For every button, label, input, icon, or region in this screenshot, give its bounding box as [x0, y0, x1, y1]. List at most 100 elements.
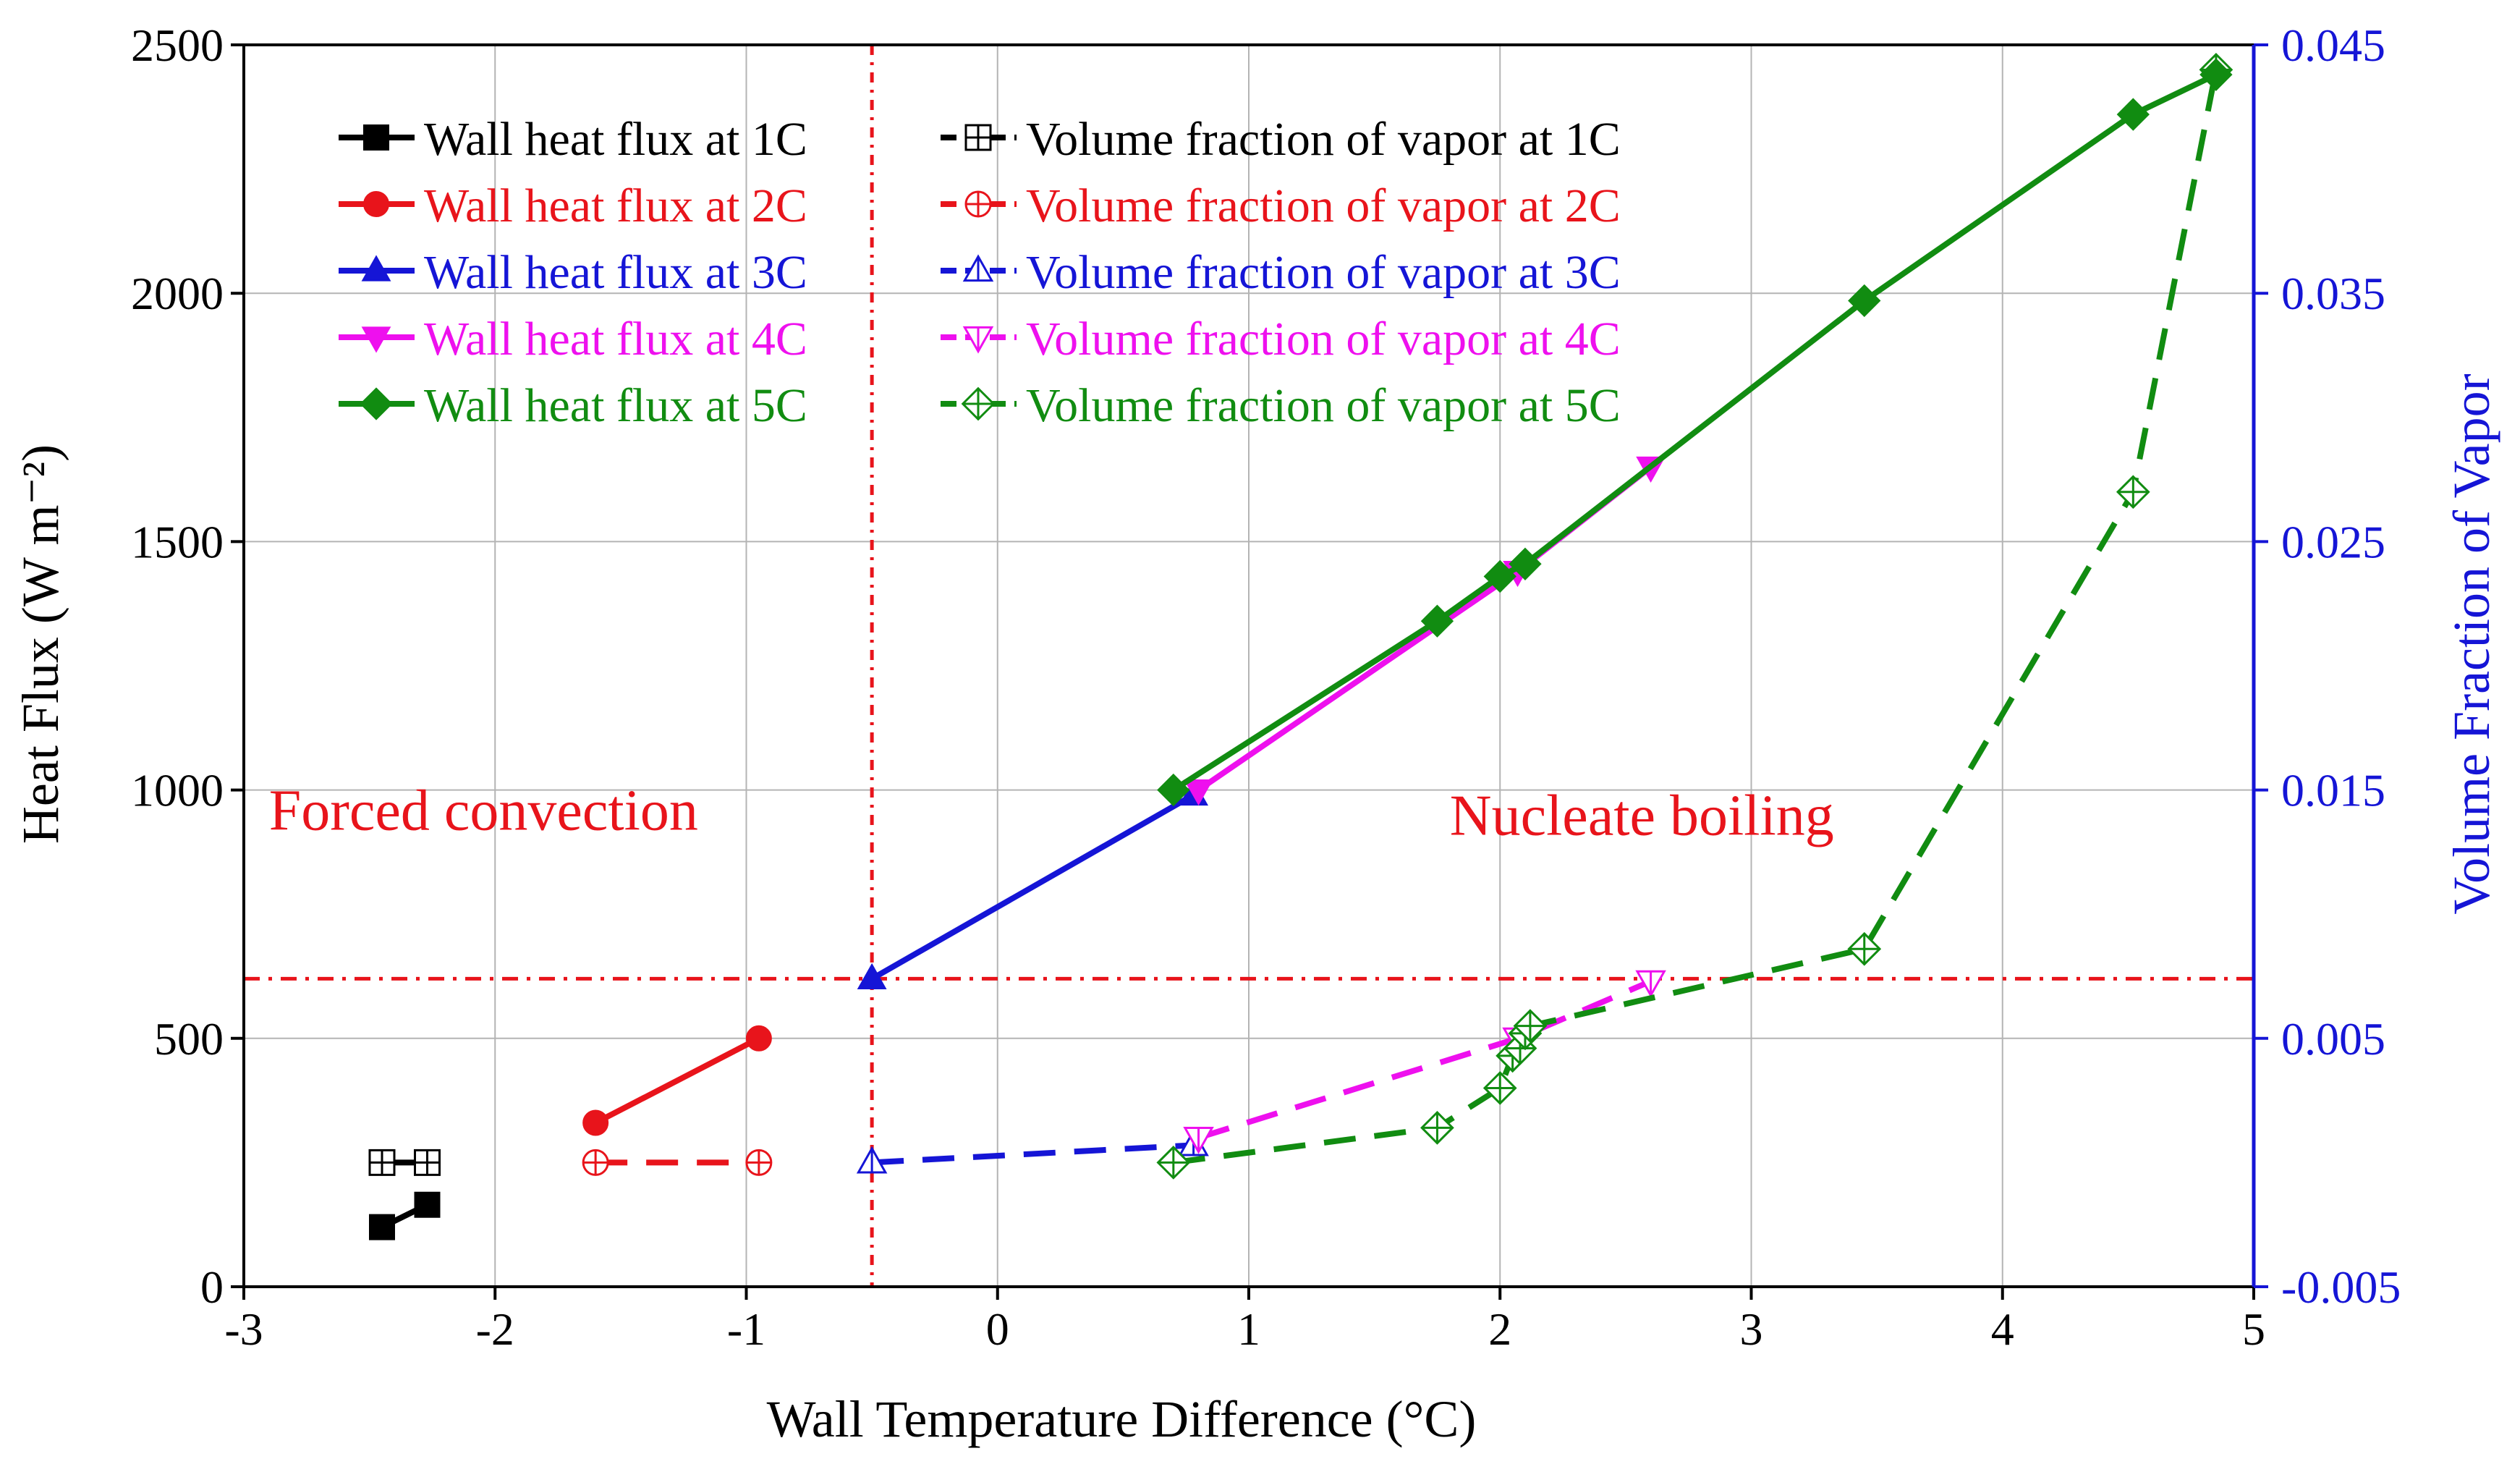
series-wall-heat-flux-at-5c: [1157, 58, 2233, 807]
legend-label: Wall heat flux at 4C: [424, 313, 807, 365]
data-point: [2116, 475, 2150, 509]
y-left-tick-label: 2500: [131, 20, 224, 71]
data-point: [1482, 1071, 1517, 1105]
legend-label: Wall heat flux at 5C: [424, 379, 807, 432]
legend-item: Volume fraction of vapor at 2C: [941, 179, 1621, 232]
marker-shape: [414, 1191, 441, 1218]
legend-item: Volume fraction of vapor at 5C: [941, 379, 1621, 432]
legend-item: Volume fraction of vapor at 4C: [941, 313, 1621, 365]
marker-shape: [745, 1025, 772, 1052]
data-point: [2199, 58, 2233, 91]
data-point: [368, 1149, 396, 1176]
series-line: [871, 1142, 1194, 1166]
legend-item: Wall heat flux at 1C: [339, 113, 807, 166]
marker-shape: [360, 387, 393, 420]
series-line: [594, 1036, 760, 1126]
data-point: [1513, 1009, 1548, 1044]
data-point: [414, 1191, 441, 1218]
plot-series: [368, 52, 2233, 1240]
legend: Wall heat flux at 1C Wall heat flux at 2C…: [339, 113, 1621, 432]
x-tick-label: -2: [476, 1303, 514, 1355]
reference-lines: [244, 45, 2254, 1287]
data-point: [1635, 970, 1666, 998]
marker-shape: [857, 963, 887, 990]
legend-label: Wall heat flux at 1C: [424, 113, 807, 166]
legend-label: Volume fraction of vapor at 4C: [1026, 313, 1621, 365]
gridlines: [244, 45, 2254, 1287]
data-point: [1157, 773, 1190, 807]
annotations: Forced convection Nucleate boiling: [269, 779, 1834, 848]
y-left-tick-label: 0: [200, 1261, 224, 1313]
legend-label: Volume fraction of vapor at 5C: [1026, 379, 1621, 432]
data-point: [1420, 604, 1454, 638]
data-point: [1183, 1126, 1214, 1154]
marker-shape: [368, 1214, 395, 1240]
marker-shape: [1848, 284, 1881, 318]
marker-shape: [1420, 604, 1454, 638]
x-tick-label: 4: [1991, 1303, 2014, 1355]
axis-ticks: -3 -2 -1 0 1 2 3 4 5 0 500 1000 1500 2000 2500 -0.005 0.…: [131, 20, 2401, 1355]
data-point: [1848, 284, 1881, 318]
legend-label: Volume fraction of vapor at 1C: [1026, 113, 1621, 166]
data-point: [368, 1214, 395, 1240]
marker-shape: [361, 326, 391, 353]
data-point: [856, 1146, 888, 1174]
marker-shape: [363, 124, 389, 151]
marker-shape: [1184, 779, 1213, 806]
y-right-tick-label: 0.035: [2281, 268, 2385, 319]
data-point: [1184, 779, 1213, 806]
data-point: [857, 963, 887, 990]
x-tick-label: 0: [986, 1303, 1009, 1355]
legend-item: Volume fraction of vapor at 3C: [941, 246, 1621, 299]
y-axis-right-label: Volume Fraction of Vapor: [2443, 373, 2500, 914]
annotation-forced-convection: Forced convection: [269, 779, 698, 843]
series-line: [1173, 69, 2219, 1166]
series-volume-fraction-of-vapor-at-2c: [582, 1149, 773, 1176]
series-line: [870, 792, 1195, 981]
data-point: [413, 1149, 441, 1176]
marker-shape: [1157, 773, 1190, 807]
x-tick-label: 3: [1740, 1303, 1763, 1355]
y-left-tick-label: 1500: [131, 516, 224, 567]
y-right-tick-label: 0.045: [2281, 20, 2385, 71]
data-point: [582, 1109, 609, 1136]
legend-swatch-marker: [962, 326, 994, 354]
legend-swatch-marker: [360, 387, 393, 420]
y-right-tick-label: 0.025: [2281, 516, 2385, 567]
series-volume-fraction-of-vapor-at-1c: [368, 1149, 441, 1176]
x-tick-label: 2: [1488, 1303, 1511, 1355]
annotation-nucleate-boiling: Nucleate boiling: [1450, 784, 1834, 847]
data-point: [1483, 559, 1516, 593]
x-tick-label: 1: [1237, 1303, 1260, 1355]
y-left-tick-label: 500: [154, 1013, 224, 1065]
y-right-tick-label: 0.015: [2281, 765, 2385, 816]
legend-item: Wall heat flux at 3C: [339, 246, 807, 299]
legend-swatch-marker: [961, 386, 996, 421]
data-point: [745, 1149, 773, 1176]
x-axis-label: Wall Temperature Difference (°C): [767, 1390, 1477, 1448]
data-point: [582, 1149, 609, 1176]
y-right-tick-label: 0.005: [2281, 1013, 2385, 1065]
legend-label: Volume fraction of vapor at 3C: [1026, 246, 1621, 299]
legend-swatch-marker: [964, 124, 992, 151]
data-point: [745, 1025, 772, 1052]
data-point: [1847, 931, 1882, 966]
x-tick-label: -1: [727, 1303, 765, 1355]
data-point: [1509, 547, 1542, 580]
x-tick-label: 5: [2242, 1303, 2265, 1355]
marker-shape: [2116, 98, 2150, 131]
data-point: [2116, 98, 2150, 131]
marker-shape: [363, 191, 389, 217]
legend-label: Wall heat flux at 2C: [424, 179, 807, 232]
y-left-tick-label: 2000: [131, 268, 224, 319]
marker-shape: [582, 1109, 609, 1136]
series-wall-heat-flux-at-1c: [368, 1191, 441, 1240]
y-left-tick-label: 1000: [131, 765, 224, 816]
legend-swatch-marker: [962, 254, 994, 282]
legend-swatch-marker: [363, 124, 389, 151]
series-wall-heat-flux-at-2c: [582, 1025, 772, 1136]
data-point: [1420, 1110, 1454, 1145]
legend-swatch-marker: [964, 190, 992, 218]
marker-shape: [1483, 559, 1516, 593]
